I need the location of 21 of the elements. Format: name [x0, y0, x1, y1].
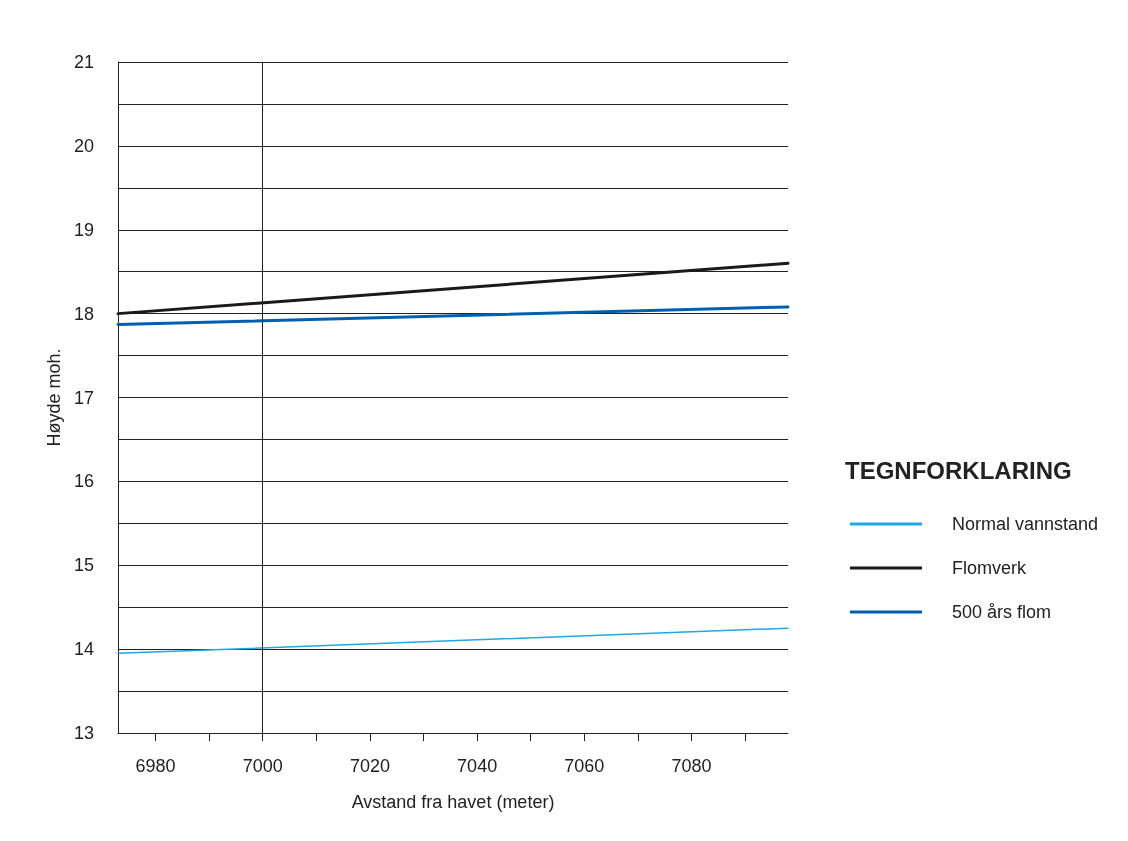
x-tick-label: 7020: [349, 756, 390, 776]
x-tick-label: 7040: [457, 756, 498, 776]
x-tick-label: 7000: [242, 756, 283, 776]
y-tick-label: 19: [73, 219, 94, 240]
y-tick-label: 14: [73, 639, 94, 660]
y-tick-label: 20: [73, 135, 94, 156]
legend-title: TEGNFORKLARING: [845, 456, 1072, 484]
y-tick-label: 13: [73, 723, 94, 743]
y-tick-label: 15: [73, 555, 94, 576]
x-tick-label: 6980: [135, 756, 176, 776]
y-tick-label: 16: [73, 471, 94, 492]
x-axis-title: Avstand fra havet (meter): [351, 792, 555, 812]
x-tick-label: 7060: [564, 756, 605, 776]
legend-label: Normal vannstand: [952, 514, 1099, 534]
y-tick-label: 21: [73, 52, 94, 72]
legend-label: 500 års flom: [952, 602, 1052, 622]
x-tick-label: 7080: [671, 756, 712, 776]
y-tick-label: 18: [73, 303, 94, 324]
y-tick-label: 17: [73, 387, 94, 408]
legend-label: Flomverk: [952, 558, 1027, 578]
y-axis-title: Høyde moh.: [44, 348, 64, 447]
